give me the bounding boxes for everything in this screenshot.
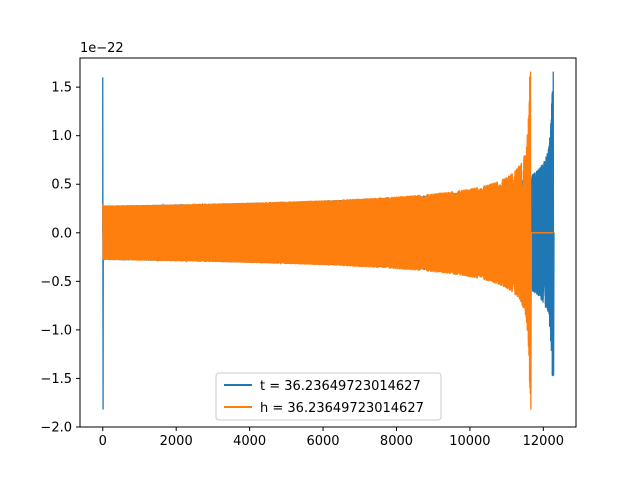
series-layer bbox=[102, 71, 555, 410]
x-tick-label: 10000 bbox=[449, 434, 490, 449]
x-tick-label: 0 bbox=[99, 434, 107, 449]
y-axis-ticks: −2.0 −1.5 −1.0 −0.5 0.0 0.5 1.0 1.5 bbox=[40, 81, 80, 436]
y-tick-label: −1.0 bbox=[40, 323, 72, 338]
x-tick-label: 2000 bbox=[160, 434, 193, 449]
series-line-h bbox=[102, 71, 554, 410]
y-tick-label: 0.0 bbox=[51, 226, 72, 241]
y-tick-label: −0.5 bbox=[40, 275, 72, 290]
x-tick-label: 6000 bbox=[306, 434, 339, 449]
legend-label-t: t = 36.23649723014627 bbox=[260, 379, 421, 394]
plot-area bbox=[102, 71, 555, 410]
axes-frame bbox=[79, 57, 577, 428]
x-tick-label: 4000 bbox=[233, 434, 266, 449]
legend-box bbox=[215, 372, 442, 421]
y-tick-label: 1.5 bbox=[51, 81, 72, 96]
y-tick-label: 0.5 bbox=[51, 178, 72, 193]
y-tick-label: 1.0 bbox=[51, 129, 72, 144]
y-offset-label: 1e−22 bbox=[80, 41, 124, 56]
x-tick-label: 12000 bbox=[523, 434, 564, 449]
y-tick-label: −2.0 bbox=[40, 421, 72, 436]
x-tick-label: 8000 bbox=[380, 434, 413, 449]
legend: t = 36.23649723014627 h = 36.23649723014… bbox=[215, 372, 442, 421]
x-axis-ticks: 0 2000 4000 6000 8000 10000 12000 bbox=[99, 427, 564, 449]
legend-label-h: h = 36.23649723014627 bbox=[260, 401, 424, 416]
y-tick-label: −1.5 bbox=[40, 372, 72, 387]
